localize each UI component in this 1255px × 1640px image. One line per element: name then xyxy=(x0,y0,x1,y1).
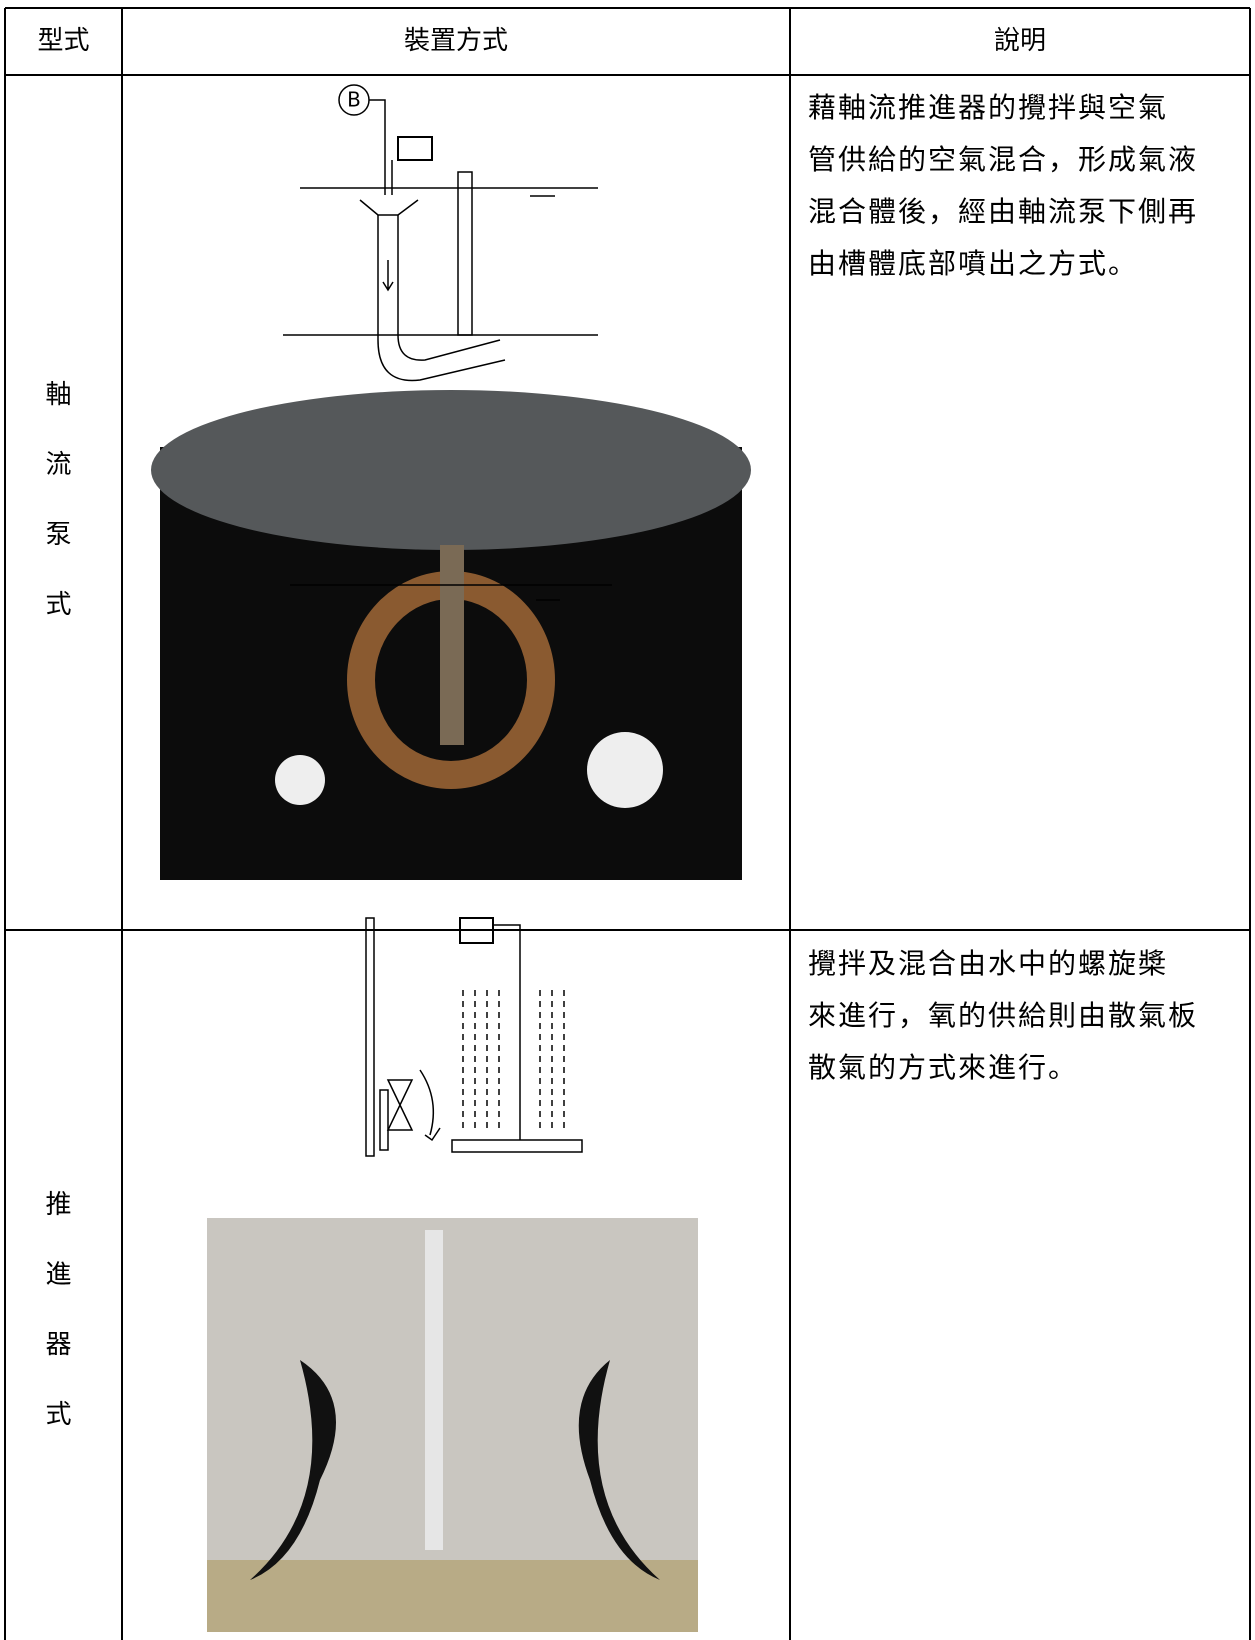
description: 藉軸流推進器的攪拌與空氣 管供給的空氣混合，形成氣液 混合體後，經由軸流泵下側再 由槽… xyxy=(808,82,1198,290)
header-cell: 型式 xyxy=(37,26,90,56)
type-label: 軸流泵式 xyxy=(41,380,71,660)
diagram-axial-pump: B xyxy=(283,84,598,382)
description-line: 藉軸流推進器的攪拌與空氣 xyxy=(808,91,1169,124)
header-cell: 裝置方式 xyxy=(403,26,508,56)
header-cell: 說明 xyxy=(993,26,1046,56)
description-line: 散氣的方式來進行。 xyxy=(808,1051,1079,1084)
description-line: 由槽體底部噴出之方式。 xyxy=(808,247,1139,280)
description-line: 來進行，氧的供給則由散氣板 xyxy=(808,999,1199,1032)
description-line: 攪拌及混合由水中的螺旋槳 xyxy=(808,947,1169,980)
type-label: 推進器式 xyxy=(41,1190,71,1470)
description-line: 混合體後，經由軸流泵下側再 xyxy=(808,195,1199,228)
diagram-label: B xyxy=(347,88,361,112)
description: 攪拌及混合由水中的螺旋槳 來進行，氧的供給則由散氣板 散氣的方式來進行。 xyxy=(808,938,1198,1094)
description-line: 管供給的空氣混合，形成氣液 xyxy=(808,143,1199,176)
grid xyxy=(4,7,1251,1640)
diagram-propeller xyxy=(290,584,612,1157)
